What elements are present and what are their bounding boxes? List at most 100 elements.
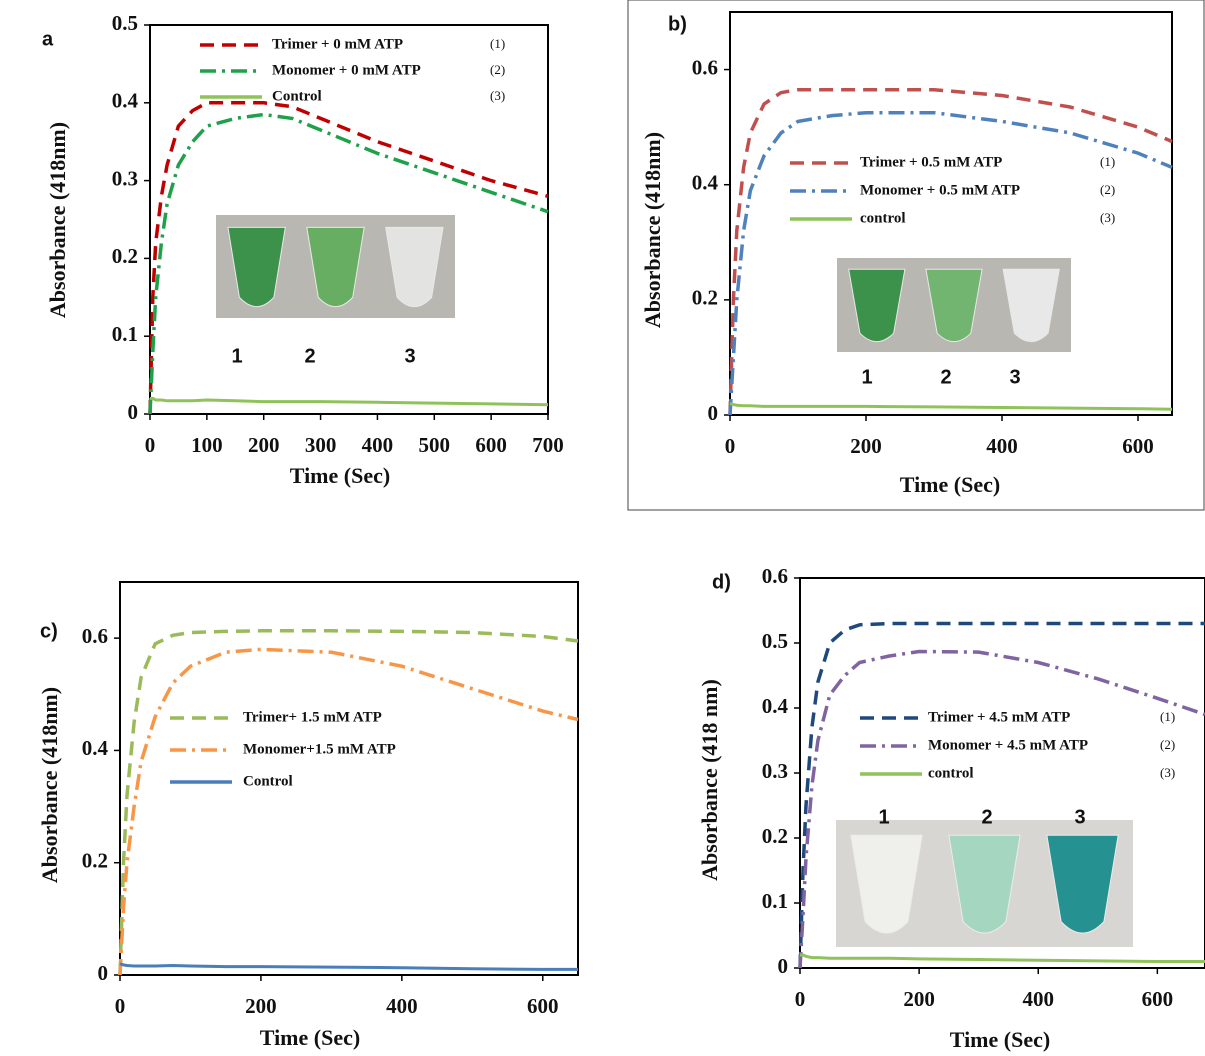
x-tick-label: 600	[1142, 987, 1174, 1011]
legend-number: (3)	[1160, 765, 1175, 780]
y-tick-label: 0.2	[692, 286, 718, 310]
y-axis-label: Absorbance (418nm)	[640, 132, 665, 328]
legend-label: Monomer + 4.5 mM ATP	[928, 737, 1088, 753]
series-line	[148, 101, 549, 415]
x-tick-label: 0	[725, 434, 736, 458]
y-tick-label: 0.4	[82, 736, 109, 760]
y-tick-label: 0.5	[762, 629, 788, 653]
chart-panel: c) Time (Sec) Absorbance (418nm) 0 0.2 0.4 0.6…	[37, 581, 579, 1050]
chart-panel: d) Time (Sec) Absorbance (418 nm) 0 0.1 0.2 0.…	[697, 564, 1205, 1052]
tube	[848, 268, 906, 343]
series-line	[118, 629, 579, 976]
legend-label: Trimer + 4.5 mM ATP	[928, 709, 1070, 725]
x-tick-label: 200	[245, 994, 277, 1018]
photo-label: 3	[1009, 366, 1020, 388]
y-tick-label: 0.6	[762, 564, 788, 588]
series-line	[729, 402, 1173, 411]
x-axis-label: Time (Sec)	[260, 1025, 360, 1050]
series-line	[118, 647, 579, 976]
x-tick-label: 400	[386, 994, 418, 1018]
photo-label: 1	[861, 366, 872, 388]
y-tick-label: 0.2	[762, 824, 788, 848]
x-tick-label: 0	[795, 987, 806, 1011]
y-tick-label: 0.4	[112, 89, 139, 113]
legend-number: (2)	[1100, 182, 1115, 197]
x-tick-label: 200	[903, 987, 935, 1011]
x-tick-label: 200	[248, 433, 280, 457]
x-tick-label: 400	[986, 434, 1018, 458]
y-tick-label: 0.2	[112, 244, 138, 268]
legend-label: control	[860, 210, 906, 226]
legend-label: control	[928, 765, 974, 781]
photo-label: 2	[981, 806, 992, 828]
tube	[850, 834, 923, 934]
x-tick-label: 0	[115, 994, 126, 1018]
tube	[306, 226, 365, 308]
y-axis-label: Absorbance (418 nm)	[697, 679, 722, 881]
series-line	[728, 110, 1173, 416]
y-tick-label: 0.1	[762, 889, 788, 913]
x-tick-label: 200	[850, 434, 882, 458]
y-tick-label: 0.6	[692, 55, 718, 79]
y-tick-label: 0.5	[112, 11, 138, 35]
y-tick-label: 0	[778, 954, 789, 978]
photo-label: 2	[304, 345, 315, 367]
tube	[925, 268, 983, 343]
photo-label: 1	[231, 345, 242, 367]
x-tick-label: 400	[362, 433, 394, 457]
series-line	[800, 953, 1205, 963]
x-tick-label: 400	[1022, 987, 1054, 1011]
legend-number: (3)	[1100, 210, 1115, 225]
tube	[385, 226, 444, 308]
x-tick-label: 600	[475, 433, 507, 457]
x-tick-label: 0	[145, 433, 156, 457]
panel-frame	[627, 0, 1205, 511]
x-tick-label: 600	[527, 994, 559, 1018]
legend-number: (2)	[1160, 737, 1175, 752]
y-axis-label: Absorbance (418nm)	[37, 687, 62, 883]
legend-label: Monomer + 0 mM ATP	[272, 62, 421, 78]
photo-label: 2	[940, 366, 951, 388]
tube	[1002, 268, 1060, 343]
legend-label: Control	[272, 88, 322, 104]
legend-label: Monomer + 0.5 mM ATP	[860, 182, 1020, 198]
y-tick-label: 0	[98, 961, 109, 985]
x-tick-label: 500	[419, 433, 451, 457]
legend-number: (1)	[490, 36, 505, 51]
x-axis-label: Time (Sec)	[900, 472, 1000, 497]
series-line	[798, 621, 1205, 969]
tube	[227, 226, 286, 308]
panel-label: d)	[712, 571, 731, 593]
x-tick-label: 600	[1122, 434, 1154, 458]
chart-panel: b) Time (Sec) Absorbance (418nm) 0 0.2 0.4 0.6…	[640, 11, 1173, 497]
y-tick-label: 0	[128, 400, 139, 424]
y-tick-label: 0.4	[762, 694, 789, 718]
tube	[948, 834, 1021, 934]
legend-label: Trimer + 0 mM ATP	[272, 36, 403, 52]
photo-label: 3	[404, 345, 415, 367]
y-tick-label: 0.1	[112, 322, 138, 346]
legend-number: (3)	[490, 88, 505, 103]
y-tick-label: 0	[708, 401, 719, 425]
y-axis-label: Absorbance (418nm)	[45, 122, 70, 318]
y-tick-label: 0.4	[692, 171, 719, 195]
x-tick-label: 700	[532, 433, 564, 457]
legend-number: (2)	[490, 62, 505, 77]
y-tick-label: 0.6	[82, 624, 108, 648]
legend-number: (1)	[1100, 154, 1115, 169]
series-line	[150, 396, 549, 407]
x-tick-label: 300	[305, 433, 337, 457]
series-line	[728, 87, 1173, 416]
legend-number: (1)	[1160, 709, 1175, 724]
y-tick-label: 0.2	[82, 849, 108, 873]
x-axis-label: Time (Sec)	[290, 463, 390, 488]
panel-label: c)	[40, 620, 58, 642]
plot-area	[729, 11, 1173, 416]
plot-area	[149, 24, 549, 415]
series-line	[119, 962, 578, 971]
panel-label: a	[42, 28, 54, 50]
plot-area	[119, 581, 579, 976]
panel-label: b)	[668, 13, 687, 35]
tube	[1046, 834, 1119, 934]
